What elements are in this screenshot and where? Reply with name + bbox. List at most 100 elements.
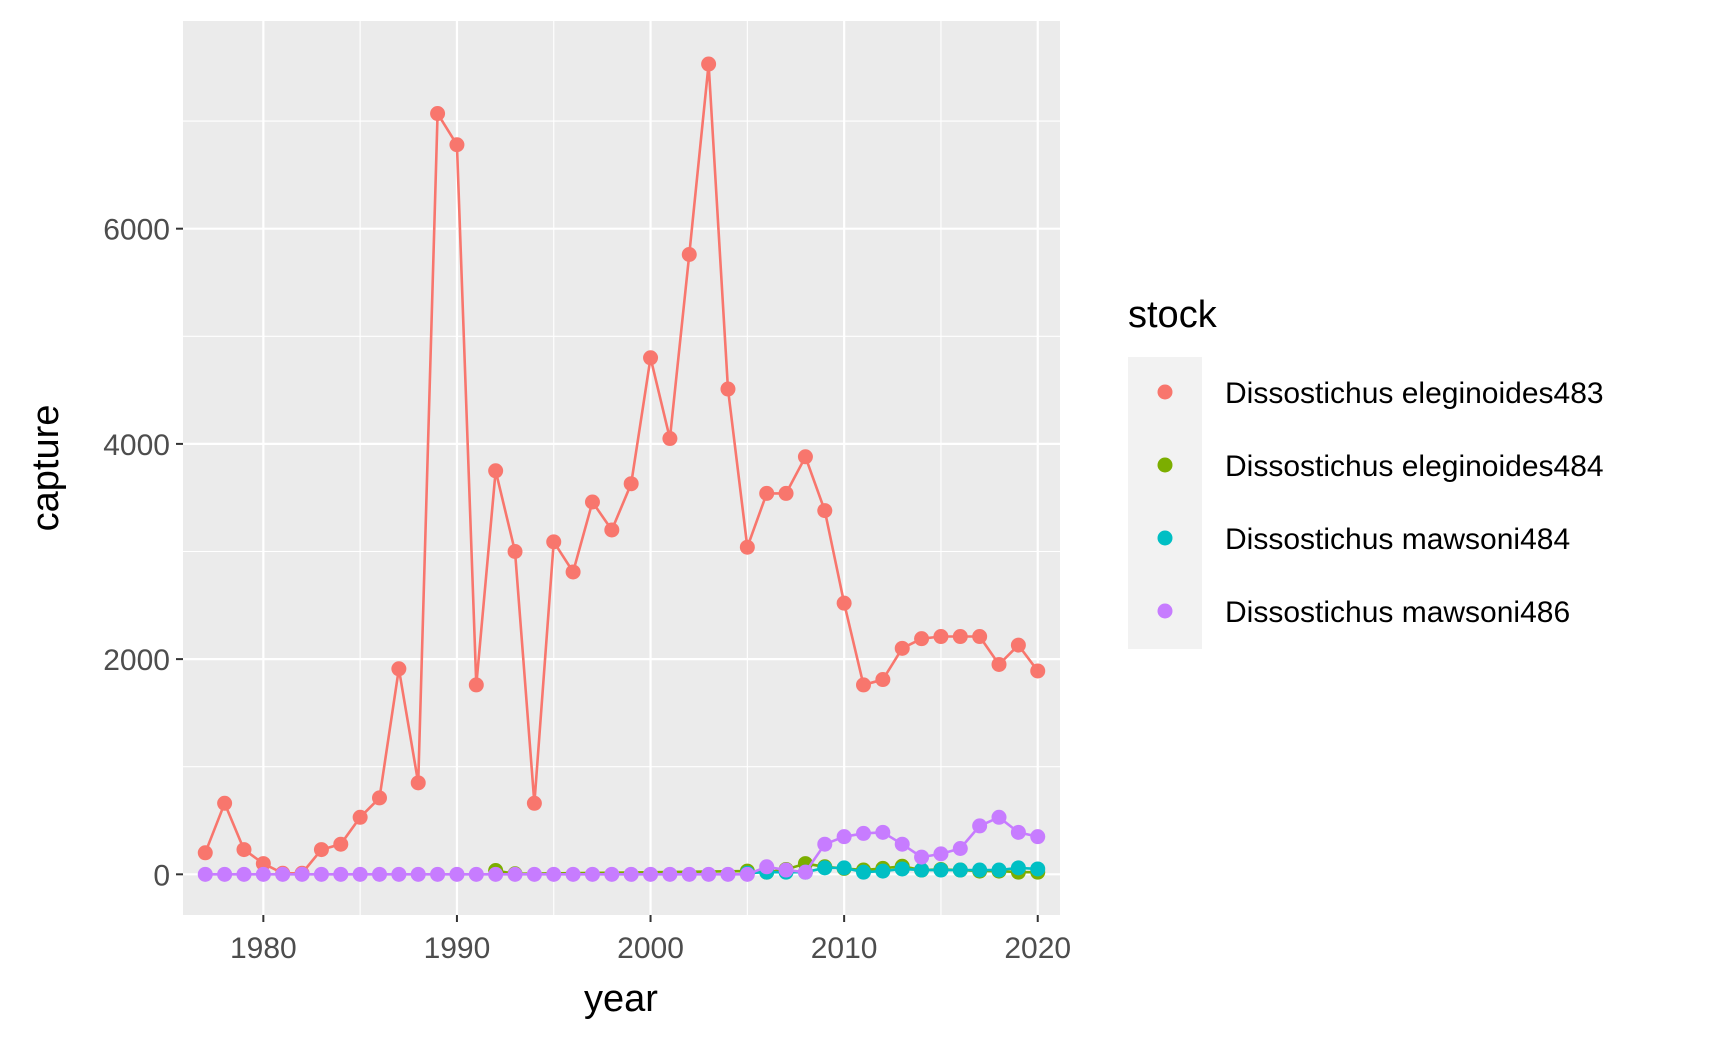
data-point <box>855 677 871 693</box>
data-point <box>894 640 910 656</box>
data-point <box>739 539 755 555</box>
legend-label: Dissostichus eleginoides483 <box>1225 377 1604 410</box>
data-point <box>236 866 252 882</box>
data-point <box>623 476 639 492</box>
data-point <box>430 106 446 122</box>
data-point <box>352 809 368 825</box>
y-tick-label: 2000 <box>103 644 170 677</box>
data-point <box>604 866 620 882</box>
data-point <box>701 56 717 72</box>
legend-key <box>1157 530 1173 546</box>
data-point <box>855 825 871 841</box>
data-point <box>701 866 717 882</box>
data-point <box>952 862 968 878</box>
data-point <box>933 846 949 862</box>
data-point <box>933 629 949 645</box>
data-point <box>217 795 233 811</box>
legend-key-background <box>1128 357 1202 649</box>
data-point <box>391 866 407 882</box>
data-point <box>488 463 504 479</box>
data-point <box>643 350 659 366</box>
data-point <box>468 866 484 882</box>
data-point <box>313 866 329 882</box>
data-point <box>236 842 252 858</box>
data-point <box>565 564 581 580</box>
data-point <box>410 866 426 882</box>
data-point <box>817 860 833 876</box>
data-point <box>662 431 678 447</box>
y-axis-title: capture <box>25 405 67 532</box>
data-point <box>430 866 446 882</box>
data-point <box>1010 824 1026 840</box>
minor-gridlines <box>183 21 1060 915</box>
data-point <box>836 595 852 611</box>
data-point <box>372 790 388 806</box>
data-point <box>294 866 310 882</box>
legend-key <box>1157 603 1173 619</box>
x-tick-label: 2010 <box>811 932 878 965</box>
x-axis-title: year <box>584 978 658 1020</box>
data-point <box>933 862 949 878</box>
x-tick-label: 1980 <box>230 932 297 965</box>
data-point <box>255 856 271 872</box>
x-tick-label: 2020 <box>1004 932 1071 965</box>
data-point <box>952 840 968 856</box>
data-point <box>681 247 697 263</box>
data-point <box>914 631 930 647</box>
y-tick-label: 4000 <box>103 429 170 462</box>
data-point <box>972 862 988 878</box>
data-point <box>759 485 775 501</box>
data-point <box>372 866 388 882</box>
x-axis: 1980 1990 2000 2010 2020 <box>230 915 1071 965</box>
data-point <box>197 866 213 882</box>
data-point <box>526 795 542 811</box>
x-tick-label: 2000 <box>617 932 684 965</box>
data-point <box>623 866 639 882</box>
data-point <box>894 836 910 852</box>
data-point <box>449 866 465 882</box>
data-point <box>584 494 600 510</box>
data-point <box>391 661 407 677</box>
data-point <box>972 629 988 645</box>
data-point <box>584 866 600 882</box>
series-1 <box>197 56 1046 881</box>
data-point <box>991 809 1007 825</box>
data-point <box>217 866 233 882</box>
data-point <box>991 862 1007 878</box>
y-tick-label: 6000 <box>103 214 170 247</box>
x-tick-label: 1990 <box>424 932 491 965</box>
y-axis: 0 2000 4000 6000 <box>103 214 183 892</box>
data-point <box>875 863 891 879</box>
data-point <box>643 866 659 882</box>
data-point <box>507 544 523 560</box>
data-point <box>972 818 988 834</box>
data-point <box>313 842 329 858</box>
data-point <box>991 656 1007 672</box>
data-point <box>720 381 736 397</box>
data-point <box>565 866 581 882</box>
data-point <box>1010 860 1026 876</box>
data-point <box>410 775 426 791</box>
data-point <box>526 866 542 882</box>
data-point <box>778 862 794 878</box>
data-point <box>914 849 930 865</box>
data-point <box>1010 637 1026 653</box>
legend-label: Dissostichus eleginoides484 <box>1225 450 1604 483</box>
data-point <box>546 866 562 882</box>
plot-panel <box>183 21 1060 915</box>
data-point <box>197 845 213 861</box>
data-point <box>875 824 891 840</box>
data-point <box>333 866 349 882</box>
data-point <box>817 836 833 852</box>
data-point <box>836 860 852 876</box>
series-4 <box>197 809 1046 882</box>
data-point <box>255 866 271 882</box>
data-point <box>894 861 910 877</box>
data-point <box>797 449 813 465</box>
data-point <box>468 677 484 693</box>
data-point <box>720 866 736 882</box>
data-point <box>1030 829 1046 845</box>
data-point <box>275 866 291 882</box>
data-point <box>604 522 620 538</box>
legend-title: stock <box>1128 294 1218 336</box>
